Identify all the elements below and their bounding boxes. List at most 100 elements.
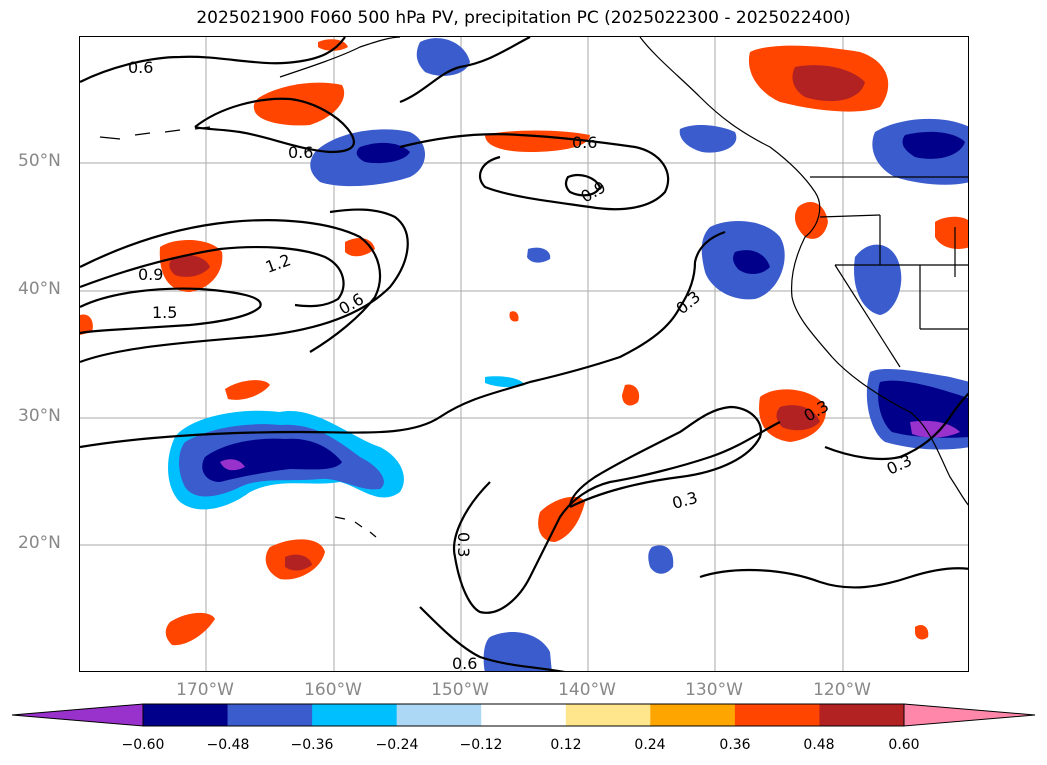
colorbar — [11, 703, 1036, 727]
contour-label-6: 1.2 — [263, 250, 293, 277]
pv-contour-0-6-band — [399, 133, 670, 211]
pv-contour-0-6-arc — [194, 97, 355, 154]
precip-blob-neg-4b — [733, 250, 770, 274]
precip-blob-pos-4b — [776, 405, 820, 431]
precip-blob-neg-6b — [902, 131, 965, 159]
colorbar-segment — [481, 704, 567, 726]
precip-blob-pos-2b — [169, 255, 210, 277]
pv-contours — [80, 37, 968, 671]
colorbar-tick-4: −0.24 — [375, 737, 419, 753]
lat-label-40n: 40°N — [18, 279, 61, 299]
precip-blob-pos-5 — [485, 130, 590, 152]
colorbar-tick-10: 0.60 — [888, 737, 920, 753]
lon-label-130w: 130°W — [685, 680, 743, 700]
precip-blob-neg-3 — [416, 38, 470, 76]
contour-label-1: 0.6 — [128, 58, 153, 77]
map-title: 2025021900 F060 500 hPa PV, precipitatio… — [196, 8, 851, 28]
precip-blob-neg-12 — [485, 376, 525, 388]
precip-blob-pos-13 — [622, 384, 640, 406]
colorbar-tick-6: 0.12 — [550, 737, 582, 753]
lon-label-150w: 150°W — [431, 680, 489, 700]
colorbar-segment — [143, 704, 229, 726]
state-border-7 — [834, 264, 901, 368]
contour-label-7: 1.5 — [152, 303, 177, 322]
colorbar-tick-3: −0.36 — [290, 737, 334, 753]
precip-blob-pos-7b — [285, 554, 312, 571]
lon-label-160w: 160°W — [304, 680, 362, 700]
colorbar-segment — [819, 704, 905, 726]
hawaii-islands — [334, 516, 377, 538]
colorbar-segment — [396, 704, 482, 726]
pv-contour-0-3-east — [699, 567, 968, 589]
precip-blob-neg-1d — [220, 459, 245, 471]
pv-contour-0-9 — [564, 173, 602, 197]
colorbar-segment — [312, 704, 398, 726]
colorbar-segments — [11, 703, 1036, 727]
precip-negative-areas — [168, 38, 968, 671]
colorbar-tick-5: −0.12 — [459, 737, 503, 753]
pv-contour-0-3-coast — [824, 392, 968, 461]
contour-label-5: 0.9 — [138, 265, 163, 284]
colorbar-segment — [227, 704, 313, 726]
pv-contour-0-6-loop — [399, 37, 531, 104]
precip-blob-neg-2b — [356, 142, 410, 164]
precip-blob-pos-1b — [792, 65, 865, 102]
contour-label-12: 0.3 — [670, 488, 700, 513]
state-border-2 — [819, 214, 881, 218]
precip-blob-neg-10 — [648, 545, 674, 574]
precip-blob-pos-16 — [915, 625, 929, 640]
lat-label-50n: 50°N — [18, 151, 61, 171]
contour-label-4: 0.9 — [578, 177, 610, 206]
coastlines — [99, 37, 968, 538]
lon-label-140w: 140°W — [558, 680, 616, 700]
colorbar-tick-7: 0.24 — [634, 737, 666, 753]
precip-positive-areas — [80, 39, 968, 646]
precip-blob-pos-17 — [509, 311, 519, 322]
coastline-north-america — [639, 37, 968, 506]
colorbar-tick-8: 0.36 — [719, 737, 751, 753]
aleutian-islands — [99, 126, 211, 140]
lon-label-170w: 170°W — [176, 680, 234, 700]
pv-contour-0-6-north — [80, 37, 346, 83]
contour-label-14: 0.6 — [452, 654, 477, 672]
precip-blob-pos-9 — [165, 612, 215, 646]
colorbar-segment — [565, 704, 651, 726]
map-panel: 0.6 0.6 0.6 0.9 0.9 1.2 1.5 0.6 0.3 0.3 … — [79, 36, 969, 672]
contour-label-2: 0.6 — [288, 143, 313, 162]
precip-blob-pos-8 — [225, 380, 270, 400]
contour-label-3: 0.6 — [572, 133, 597, 152]
precip-blob-neg-8 — [679, 125, 737, 153]
contour-label-11: 0.3 — [884, 451, 915, 479]
precip-blob-pos-14 — [80, 314, 93, 335]
map-canvas: 0.6 0.6 0.6 0.9 0.9 1.2 1.5 0.6 0.3 0.3 … — [80, 37, 968, 672]
colorbar-tick-9: 0.48 — [803, 737, 835, 753]
pv-contour-1-5 — [80, 287, 262, 335]
colorbar-outline — [142, 703, 905, 727]
pv-contour-0-9-west — [80, 219, 382, 353]
contour-label-13: 0.3 — [454, 532, 473, 557]
precip-blob-neg-1c — [202, 438, 342, 482]
colorbar-tick-1: −0.60 — [121, 737, 165, 753]
precip-blob-pos-11 — [935, 216, 968, 249]
colorbar-segment — [650, 704, 736, 726]
precip-blob-pos-3 — [253, 82, 345, 126]
pv-contour-1-2 — [80, 246, 345, 308]
precip-blob-neg-5 — [854, 244, 902, 315]
precip-blob-pos-10 — [794, 202, 828, 239]
pv-contour-0-3-loop — [452, 421, 781, 614]
pv-contour-0-6-west — [80, 208, 409, 364]
precip-blob-pos-6 — [538, 496, 585, 542]
lat-label-30n: 30°N — [18, 406, 61, 426]
contour-label-8: 0.6 — [336, 289, 368, 318]
lon-label-120w: 120°W — [813, 680, 871, 700]
coastline-alaska — [279, 37, 401, 78]
pv-contour-0-3-inner — [568, 405, 763, 508]
lat-label-20n: 20°N — [18, 533, 61, 553]
pv-contour-0-3-south — [80, 230, 726, 449]
precip-blob-neg-11 — [527, 247, 551, 263]
colorbar-tick-2: −0.48 — [206, 737, 250, 753]
colorbar-extend-high — [903, 703, 1036, 727]
pv-contour-0-6-south — [419, 606, 566, 671]
colorbar-extend-low — [11, 703, 144, 727]
colorbar-segment — [734, 704, 820, 726]
